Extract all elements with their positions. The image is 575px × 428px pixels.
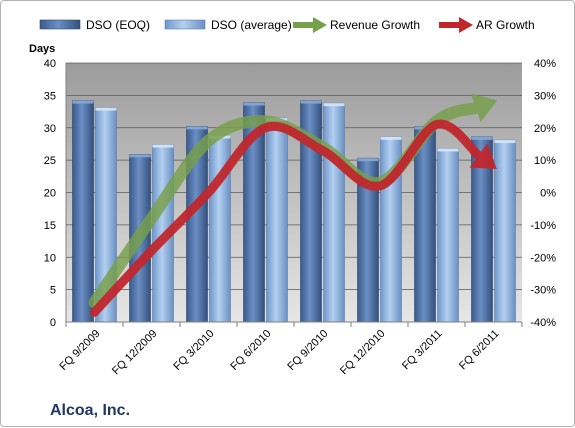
y-tick-label: 20 bbox=[44, 188, 56, 200]
y2-tick-label: -30% bbox=[530, 285, 556, 297]
y-tick-label: 30 bbox=[44, 123, 56, 135]
y-axis-right: -40% -30% -20% -10% 0% 10% 20% 30% 40% bbox=[530, 58, 556, 329]
x-tick-label: FQ 9/2009 bbox=[57, 328, 102, 373]
legend-swatch-dso-eoq bbox=[39, 19, 81, 30]
y-tick-label: 0 bbox=[50, 317, 56, 329]
growth-arrows-group bbox=[88, 93, 498, 317]
bar-dso-average bbox=[494, 139, 516, 323]
y-tick-label: 25 bbox=[44, 155, 56, 167]
legend-swatch-revenue-growth bbox=[293, 17, 327, 33]
y-tick-label: 10 bbox=[44, 252, 56, 264]
x-tick-label: FQ 6/2010 bbox=[228, 328, 273, 373]
y-tick-label: 35 bbox=[44, 90, 56, 102]
y-axis-title: Days bbox=[29, 43, 55, 55]
x-tick-label: FQ 3/2010 bbox=[171, 328, 216, 373]
bar-dso-eoq bbox=[72, 100, 94, 323]
x-tick-label: FQ 12/2010 bbox=[338, 328, 388, 378]
bar-dso-average bbox=[437, 148, 459, 323]
company-name: Alcoa, Inc. bbox=[50, 402, 130, 419]
chart-legend: DSO (EOQ) DSO (average) Revenue Growth A… bbox=[39, 17, 535, 33]
y2-tick-label: -40% bbox=[530, 317, 556, 329]
x-tick-label: FQ 3/2011 bbox=[400, 328, 445, 373]
y2-tick-label: 40% bbox=[534, 58, 556, 70]
legend-label-revenue-growth: Revenue Growth bbox=[330, 18, 420, 32]
legend-label-ar-growth: AR Growth bbox=[476, 18, 535, 32]
y2-tick-label: 20% bbox=[534, 123, 556, 135]
legend-label-dso-average: DSO (average) bbox=[211, 18, 292, 32]
x-axis: FQ 9/2009 FQ 12/2009 FQ 3/2010 FQ 6/2010 FQ … bbox=[57, 322, 523, 378]
x-tick-label: FQ 6/2011 bbox=[457, 328, 502, 373]
y2-tick-label: 30% bbox=[534, 90, 556, 102]
legend-label-dso-eoq: DSO (EOQ) bbox=[86, 18, 150, 32]
y2-tick-label: -10% bbox=[530, 220, 556, 232]
legend-swatch-dso-average bbox=[164, 19, 206, 30]
x-tick-label: FQ 12/2009 bbox=[110, 328, 160, 378]
legend-swatch-ar-growth bbox=[439, 17, 473, 33]
bar-dso-average bbox=[266, 117, 288, 323]
ar-growth-arrow bbox=[90, 119, 497, 317]
y2-tick-label: 0% bbox=[540, 188, 556, 200]
bar-dso-eoq bbox=[414, 126, 436, 323]
y-tick-label: 40 bbox=[44, 58, 56, 70]
bar-dso-average bbox=[323, 102, 345, 323]
x-tick-label: FQ 9/2010 bbox=[285, 328, 330, 373]
y2-tick-label: -20% bbox=[530, 252, 556, 264]
y-tick-label: 5 bbox=[50, 285, 56, 297]
y-tick-label: 15 bbox=[44, 220, 56, 232]
y-axis-left: 0 5 10 15 20 25 30 35 40 bbox=[44, 58, 56, 329]
y2-tick-label: 10% bbox=[534, 155, 556, 167]
